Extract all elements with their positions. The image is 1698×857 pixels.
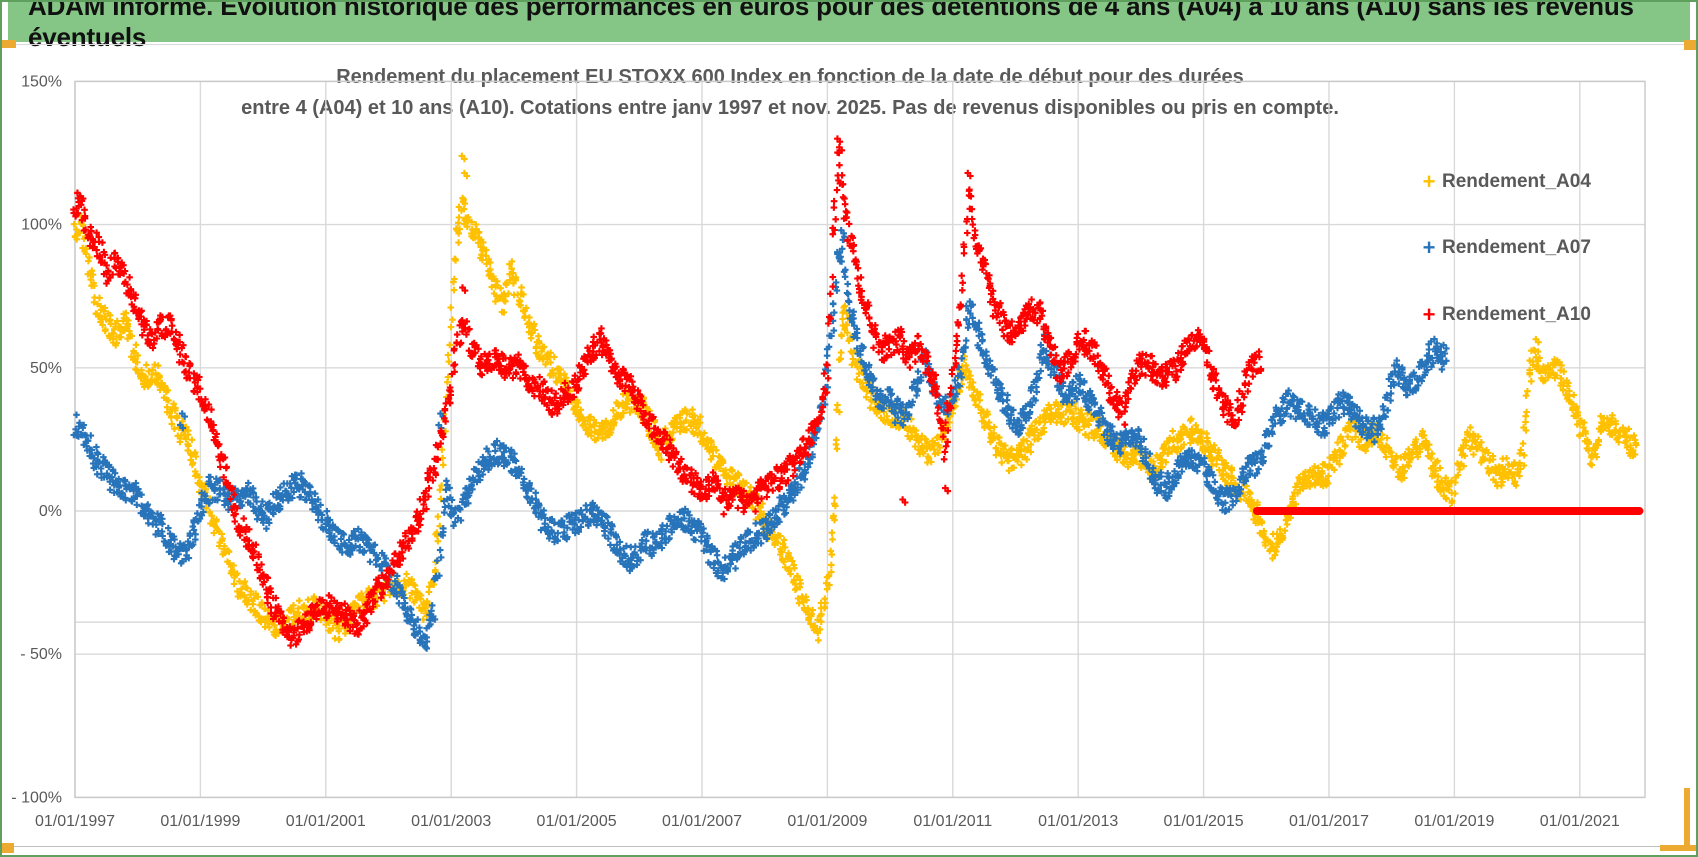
selection-handle-bottom-left [0, 843, 14, 853]
page-title: ADAM Informe. Evolution historique des p… [28, 0, 1634, 52]
legend-item-Rendement_A10[interactable]: + Rendement_A10 [1418, 301, 1591, 329]
y-axis-tick-label: - 100% [11, 789, 62, 806]
legend-plus-marker-icon: + [1422, 302, 1436, 327]
y-axis-tick-label: 0% [39, 503, 62, 520]
selection-handle-top-left [0, 40, 16, 48]
selection-handle-bottom-right-v [1684, 788, 1690, 848]
legend-item-Rendement_A04[interactable]: + Rendement_A04 [1418, 168, 1591, 196]
y-axis-tick-label: 50% [30, 360, 62, 377]
x-axis-tick-label: 01/01/2011 [913, 813, 992, 830]
x-axis-tick-label: 01/01/2009 [787, 813, 867, 830]
selection-handle-bottom-right-h [1660, 845, 1698, 851]
x-axis-tick-label: 01/01/2021 [1540, 813, 1620, 830]
y-axis-tick-label: 100% [21, 217, 62, 234]
legend-label: Rendement_A04 [1442, 171, 1591, 192]
bottom-divider [0, 846, 1698, 847]
x-axis-tick-label: 01/01/2015 [1164, 813, 1244, 830]
plot-border [74, 80, 1646, 799]
x-axis-tick-label: 01/01/2013 [1038, 813, 1118, 830]
legend-item-Rendement_A07[interactable]: + Rendement_A07 [1418, 234, 1591, 262]
header-bar: ADAM Informe. Evolution historique des p… [8, 0, 1690, 52]
chart-title: Rendement du placement EU STOXX 600 Inde… [240, 62, 1340, 124]
y-axis-tick-label: 150% [21, 73, 62, 90]
chart-title-line2: entre 4 (A04) et 10 ans (A10). Cotations… [241, 97, 1339, 119]
x-axis-tick-label: 01/01/1997 [35, 813, 115, 830]
selection-handle-top-right [1684, 40, 1698, 50]
y-axis-tick-label: - 50% [20, 646, 62, 663]
x-axis-tick-label: 01/01/2007 [662, 813, 742, 830]
x-axis-tick-label: 01/01/2005 [537, 813, 617, 830]
legend-plus-marker-icon: + [1422, 235, 1436, 260]
legend-label: Rendement_A10 [1442, 304, 1591, 325]
x-axis-tick-label: 01/01/2001 [286, 813, 366, 830]
series-Rendement_A10[interactable] [70, 135, 1265, 649]
x-axis-tick-label: 01/01/1999 [160, 813, 240, 830]
legend-label: Rendement_A07 [1442, 237, 1591, 258]
x-axis-tick-label: 01/01/2017 [1289, 813, 1369, 830]
x-axis-tick-label: 01/01/2003 [411, 813, 491, 830]
series-Rendement_A07[interactable] [70, 227, 1450, 652]
chart-title-line1: Rendement du placement EU STOXX 600 Inde… [336, 66, 1244, 88]
x-axis-tick-label: 01/01/2019 [1414, 813, 1494, 830]
series-Rendement_A04[interactable] [70, 152, 1640, 644]
header-divider [0, 44, 1698, 45]
legend-plus-marker-icon: + [1422, 169, 1436, 194]
